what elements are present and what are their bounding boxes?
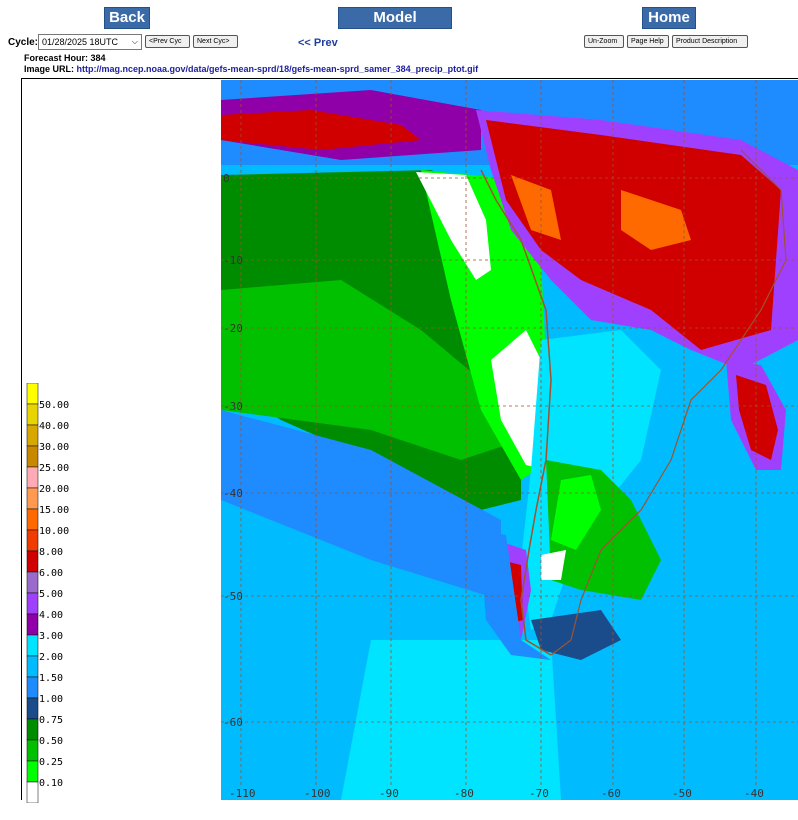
legend-swatch xyxy=(26,403,39,426)
legend-label: 0.10 xyxy=(39,778,63,789)
legend-label: 1.50 xyxy=(39,673,63,684)
legend-label: 0.25 xyxy=(39,757,63,768)
prev-link[interactable]: << Prev xyxy=(298,37,338,49)
legend-label: 10.00 xyxy=(39,526,69,537)
lat-label: 0 xyxy=(223,172,230,185)
unzoom-button[interactable]: Un-Zoom xyxy=(584,35,624,48)
legend-swatch xyxy=(26,613,39,636)
product-description-button[interactable]: Product Description xyxy=(672,35,748,48)
legend-label: 20.00 xyxy=(39,484,69,495)
legend-label: 25.00 xyxy=(39,463,69,474)
legend-swatch xyxy=(26,697,39,720)
legend-swatch xyxy=(26,718,39,741)
precip-map[interactable]: 0 -10 -20 -30 -40 -50 -60 -110 -100 -90 -80 -70 -60 -… xyxy=(221,80,798,800)
map-shade xyxy=(551,475,601,550)
lat-label: -60 xyxy=(223,716,243,729)
lon-label: -50 xyxy=(672,787,692,800)
legend-label: 50.00 xyxy=(39,400,69,411)
coastline xyxy=(480,169,552,656)
lat-label: -40 xyxy=(223,487,243,500)
legend-swatch xyxy=(26,466,39,489)
legend-swatch xyxy=(26,550,39,573)
legend-swatch xyxy=(26,655,39,678)
map-shade xyxy=(736,375,778,460)
map-shade xyxy=(221,410,501,600)
lat-label: -50 xyxy=(223,590,243,603)
legend-label: 30.00 xyxy=(39,442,69,453)
cycle-selected-value: 01/28/2025 18UTC xyxy=(42,37,119,47)
legend-label: 3.00 xyxy=(39,631,63,642)
lat-lon-gridlines xyxy=(221,80,798,785)
legend-swatch xyxy=(26,445,39,468)
forecast-hour: Forecast Hour: 384 xyxy=(24,53,106,63)
map-shade xyxy=(416,172,491,280)
legend-swatch xyxy=(26,508,39,531)
lon-label: -70 xyxy=(529,787,549,800)
lon-label: -90 xyxy=(379,787,399,800)
legend-label: 1.00 xyxy=(39,694,63,705)
legend-label: 6.00 xyxy=(39,568,63,579)
legend-swatch xyxy=(26,634,39,657)
image-url-line: Image URL: http://mag.ncep.noaa.gov/data… xyxy=(24,64,478,74)
image-url-link[interactable]: http://mag.ncep.noaa.gov/data/gefs-mean-… xyxy=(76,64,479,74)
legend-label: 4.00 xyxy=(39,610,63,621)
prev-cycle-button[interactable]: <Prev Cyc xyxy=(145,35,190,48)
cycle-select[interactable]: 01/28/2025 18UTC ⌵ xyxy=(38,34,142,50)
legend-swatch xyxy=(26,739,39,762)
legend-swatch xyxy=(26,383,39,405)
grid-labels: 0 -10 -20 -30 -40 -50 -60 -110 -100 -90 -80 -70 -60 -… xyxy=(223,172,764,800)
page-help-button[interactable]: Page Help xyxy=(627,35,669,48)
legend-swatch xyxy=(26,529,39,552)
legend-swatch xyxy=(26,781,39,803)
home-button[interactable]: Home xyxy=(642,7,696,29)
legend-label: 0.75 xyxy=(39,715,63,726)
legend-label: 0.50 xyxy=(39,736,63,747)
map-shade xyxy=(541,550,566,580)
map-shade xyxy=(531,610,621,660)
map-shade xyxy=(491,330,546,470)
legend-label: 2.00 xyxy=(39,652,63,663)
lon-label: -40 xyxy=(744,787,764,800)
back-button[interactable]: Back xyxy=(104,7,150,29)
legend-label: 40.00 xyxy=(39,421,69,432)
legend-swatch xyxy=(26,571,39,594)
map-shade xyxy=(511,175,561,240)
cycle-label: Cycle: xyxy=(8,37,39,48)
map-shade xyxy=(341,640,561,800)
chevron-down-icon: ⌵ xyxy=(131,37,138,46)
map-shade xyxy=(621,190,691,250)
map-shade xyxy=(479,530,551,660)
legend-label: 8.00 xyxy=(39,547,63,558)
lat-label: -20 xyxy=(223,322,243,335)
lon-label: -80 xyxy=(454,787,474,800)
model-guidance-button[interactable]: Model Guidance xyxy=(338,7,452,46)
legend-swatch xyxy=(26,760,39,783)
legend-swatch xyxy=(26,487,39,510)
color-legend: 50.00 40.00 30.00 25.00 20.00 15.00 10.00 8.00 6… xyxy=(26,383,69,803)
next-cycle-button[interactable]: Next Cyc> xyxy=(193,35,238,48)
image-url-label: Image URL: xyxy=(24,64,75,74)
lon-label: -110 xyxy=(229,787,256,800)
map-shade xyxy=(221,280,521,460)
map-shade xyxy=(221,110,421,150)
lat-label: -30 xyxy=(223,400,243,413)
lon-label: -100 xyxy=(304,787,331,800)
coastline xyxy=(550,149,787,656)
lon-label: -60 xyxy=(601,787,621,800)
lat-label: -10 xyxy=(223,254,243,267)
legend-swatch xyxy=(26,676,39,699)
legend-swatch xyxy=(26,592,39,615)
legend-label: 15.00 xyxy=(39,505,69,516)
legend-swatch xyxy=(26,424,39,447)
legend-label: 5.00 xyxy=(39,589,63,600)
